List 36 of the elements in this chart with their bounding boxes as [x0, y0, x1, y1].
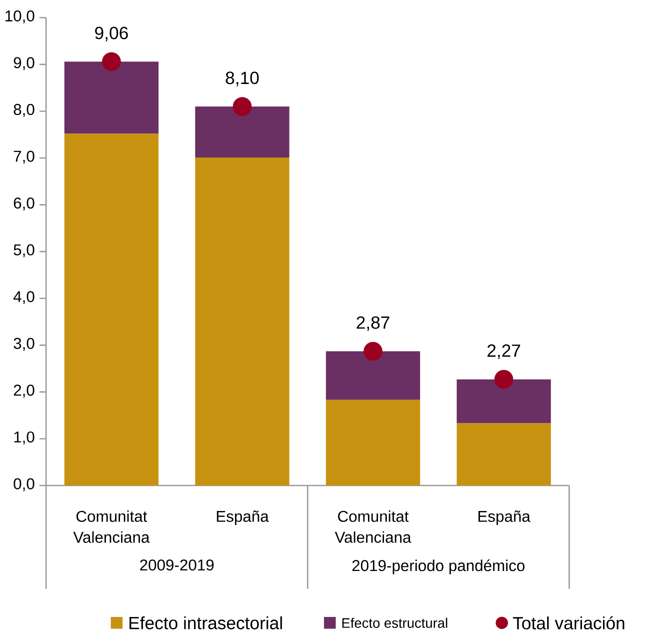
data-label: 9,06	[95, 26, 128, 42]
y-tick-label: 0,0	[14, 478, 34, 492]
x-tick-label: España	[216, 510, 269, 526]
bar	[195, 158, 290, 486]
text: 2009-2019	[140, 560, 214, 571]
y-tick-label: 3,0	[14, 338, 34, 352]
x-tick-label: España	[478, 510, 530, 526]
x-tick-label: Comunitat Valenciana	[73, 510, 150, 544]
y-tick-label: 9,0	[14, 57, 34, 70]
data-label: 2,87	[356, 316, 390, 332]
bar	[326, 400, 420, 486]
point	[102, 52, 121, 72]
y-tick-label: 1,0	[14, 432, 34, 445]
legend-label: Efecto estructural	[342, 618, 448, 628]
bar	[326, 351, 420, 400]
point	[232, 97, 252, 116]
x-tick-label: Comunitat Valenciana	[334, 510, 412, 544]
legend-label: Total variación	[512, 616, 624, 630]
bar	[195, 106, 290, 158]
bar	[456, 380, 551, 424]
y-tick-label: 8,0	[14, 104, 34, 118]
y-tick-label: 5,0	[14, 244, 34, 258]
point	[494, 370, 514, 389]
data-label: 2,27	[488, 344, 520, 360]
y-tick-label: 4,0	[13, 291, 34, 304]
bar	[64, 62, 159, 134]
bar	[456, 423, 551, 486]
data-label: 8,10	[226, 72, 259, 86]
legend-label: Efecto intrasectorial	[130, 616, 282, 630]
text: 2019-periodo pandémico	[352, 560, 525, 574]
point	[364, 342, 382, 361]
bar	[64, 134, 159, 486]
y-tick-label: 10,0	[6, 10, 34, 24]
y-tick-label: 6,0	[14, 198, 34, 211]
y-tick-label: 2,0	[14, 384, 34, 398]
y-tick-label: 7,0	[14, 150, 34, 164]
